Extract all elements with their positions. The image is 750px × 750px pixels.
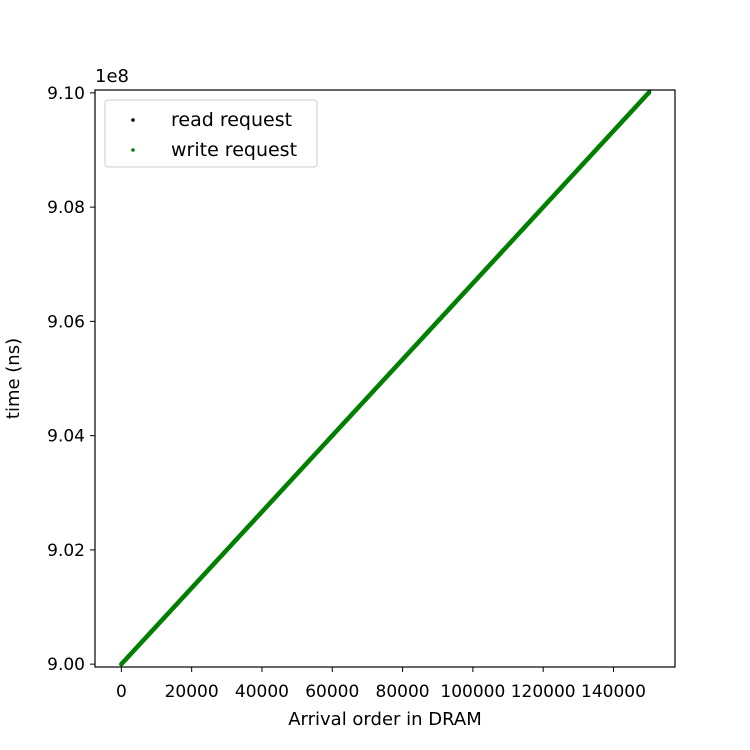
axes-frame (94, 89, 676, 668)
x-axis-label: Arrival order in DRAM (288, 709, 482, 730)
x-tick-label: 140000 (581, 682, 646, 702)
legend-entry-label: read request (171, 109, 292, 131)
legend-entry-label: write request (171, 139, 297, 161)
y-tick-label: 9.04 (47, 427, 85, 447)
y-tick-label: 9.00 (47, 655, 85, 675)
legend: read request write request (104, 99, 318, 168)
x-tick-label: 120000 (511, 682, 576, 702)
x-tick-label: 100000 (440, 682, 505, 702)
x-tick-label: 40000 (235, 682, 289, 702)
y-tick-label: 9.06 (47, 312, 85, 332)
data-points (119, 90, 652, 667)
y-axis-offset-label: 1e8 (95, 66, 129, 87)
y-tick-label: 9.02 (47, 541, 85, 561)
x-tick-label: 0 (116, 682, 127, 702)
legend-marker (131, 148, 135, 152)
legend-marker (131, 118, 135, 122)
y-tick-label: 9.10 (47, 84, 85, 104)
legend-box (104, 99, 318, 168)
series-write-request (119, 90, 651, 667)
x-tick-label: 60000 (305, 682, 359, 702)
y-axis-ticks: 9.00 9.02 9.04 9.06 9.08 9.10 (47, 84, 95, 675)
y-axis-label: time (ns) (3, 338, 24, 419)
x-tick-label: 20000 (165, 682, 219, 702)
y-tick-label: 9.08 (47, 198, 85, 218)
x-tick-label: 80000 (376, 682, 430, 702)
data-point (646, 90, 651, 96)
x-axis-ticks: 0 20000 40000 60000 80000 100000 120000 140000 (116, 667, 646, 702)
